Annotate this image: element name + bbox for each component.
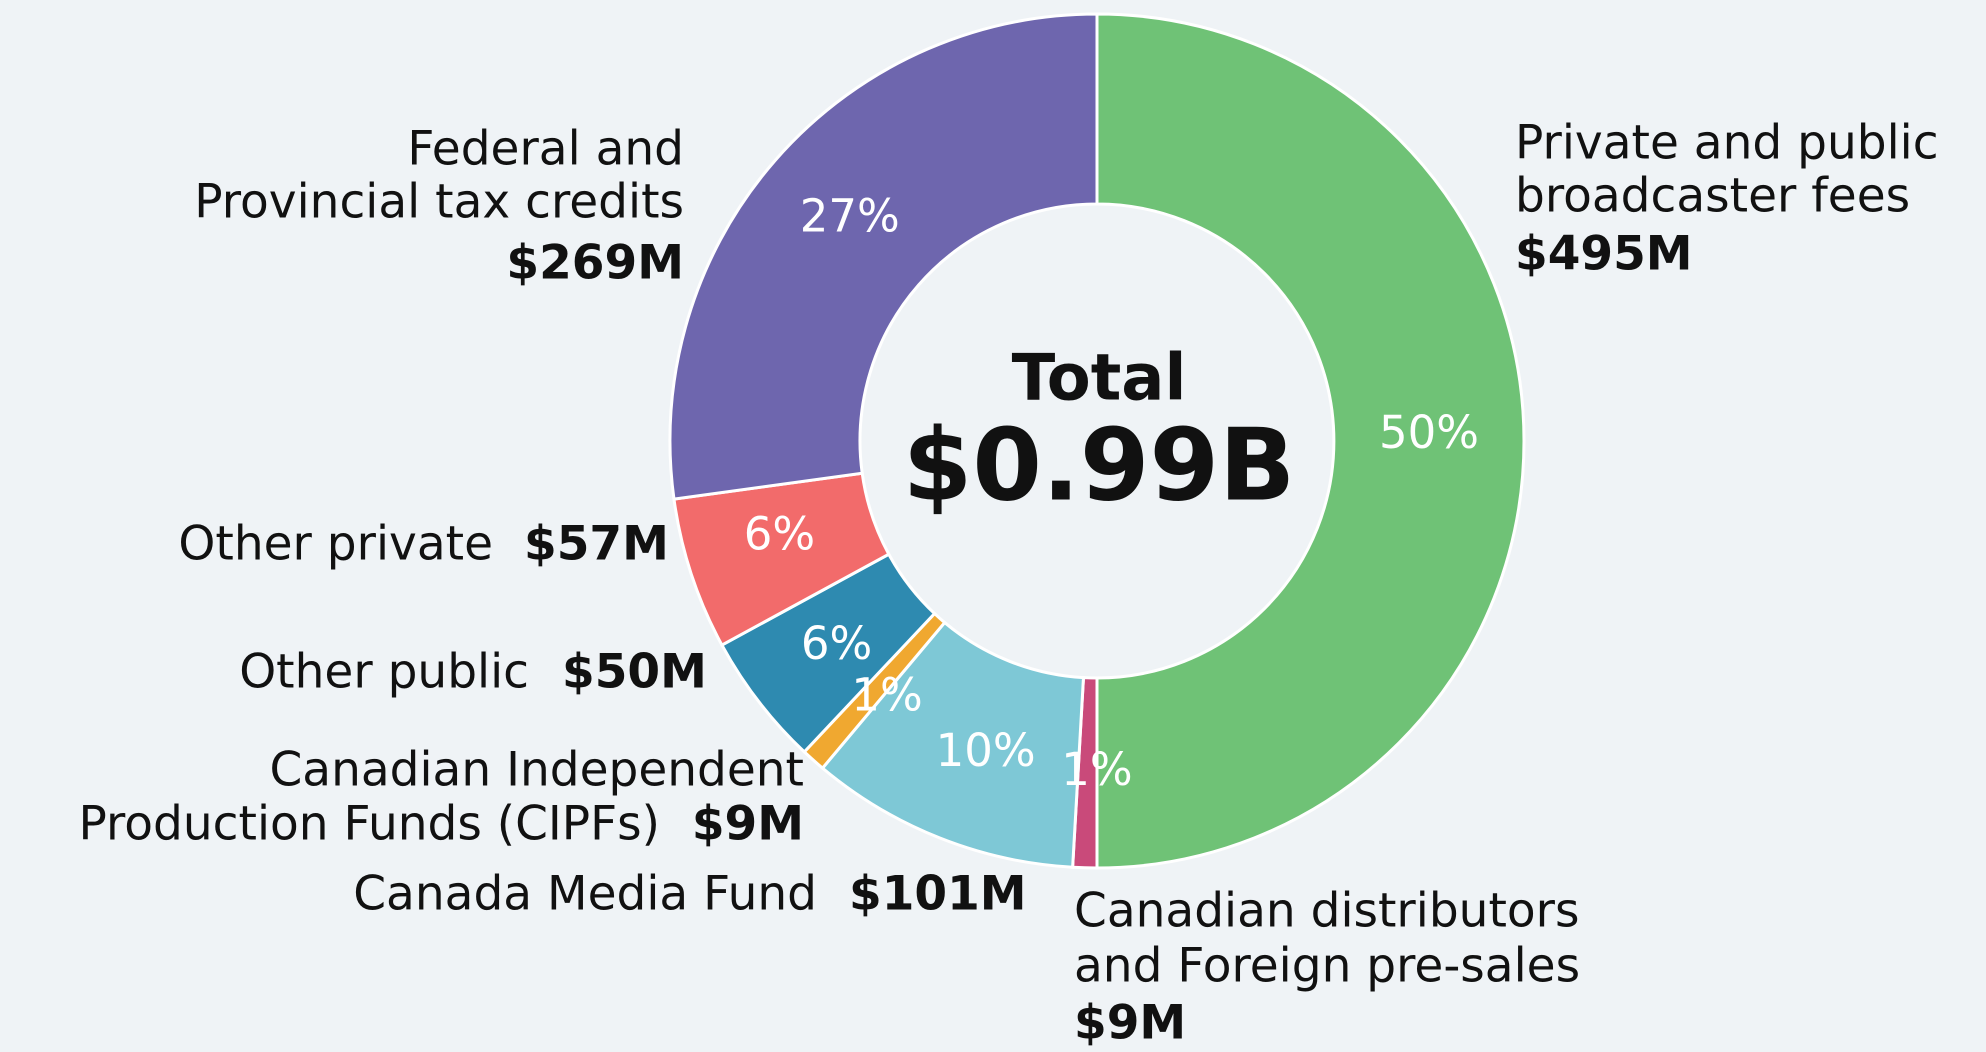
category-label: Other private bbox=[178, 517, 493, 572]
percentage-label: 1% bbox=[1061, 743, 1132, 796]
center-value: $0.99B bbox=[903, 406, 1296, 523]
category-label: Production Funds (CIPFs) bbox=[78, 797, 660, 852]
category-label: Provincial tax credits bbox=[194, 175, 684, 230]
value-label: $101M bbox=[849, 867, 1027, 922]
category-label: Federal and bbox=[407, 122, 684, 177]
category-label: Canada Media Fund bbox=[353, 867, 817, 922]
value-label: $9M bbox=[1074, 996, 1186, 1051]
percentage-label: 50% bbox=[1379, 406, 1479, 459]
value-label: $50M bbox=[562, 645, 707, 700]
category-label: broadcaster fees bbox=[1515, 169, 1910, 224]
percentage-label: 6% bbox=[801, 617, 872, 670]
value-label: $9M bbox=[692, 797, 804, 852]
value-label: $57M bbox=[524, 517, 669, 572]
category-label: Canadian distributors bbox=[1074, 884, 1579, 939]
value-label: $269M bbox=[506, 236, 684, 291]
percentage-label: 1% bbox=[851, 668, 922, 721]
percentage-label: 6% bbox=[744, 508, 815, 561]
category-label: Canadian Independent bbox=[269, 743, 804, 798]
category-label: Private and public bbox=[1515, 116, 1939, 171]
category-label: Other public bbox=[239, 645, 529, 700]
donut-slice bbox=[668, 12, 1099, 501]
percentage-label: 27% bbox=[800, 189, 900, 242]
category-label: and Foreign pre-sales bbox=[1074, 939, 1580, 994]
center-title: Total bbox=[1012, 342, 1187, 416]
value-label: $495M bbox=[1515, 227, 1693, 282]
percentage-label: 10% bbox=[936, 724, 1036, 777]
donut-slice bbox=[1095, 12, 1526, 870]
